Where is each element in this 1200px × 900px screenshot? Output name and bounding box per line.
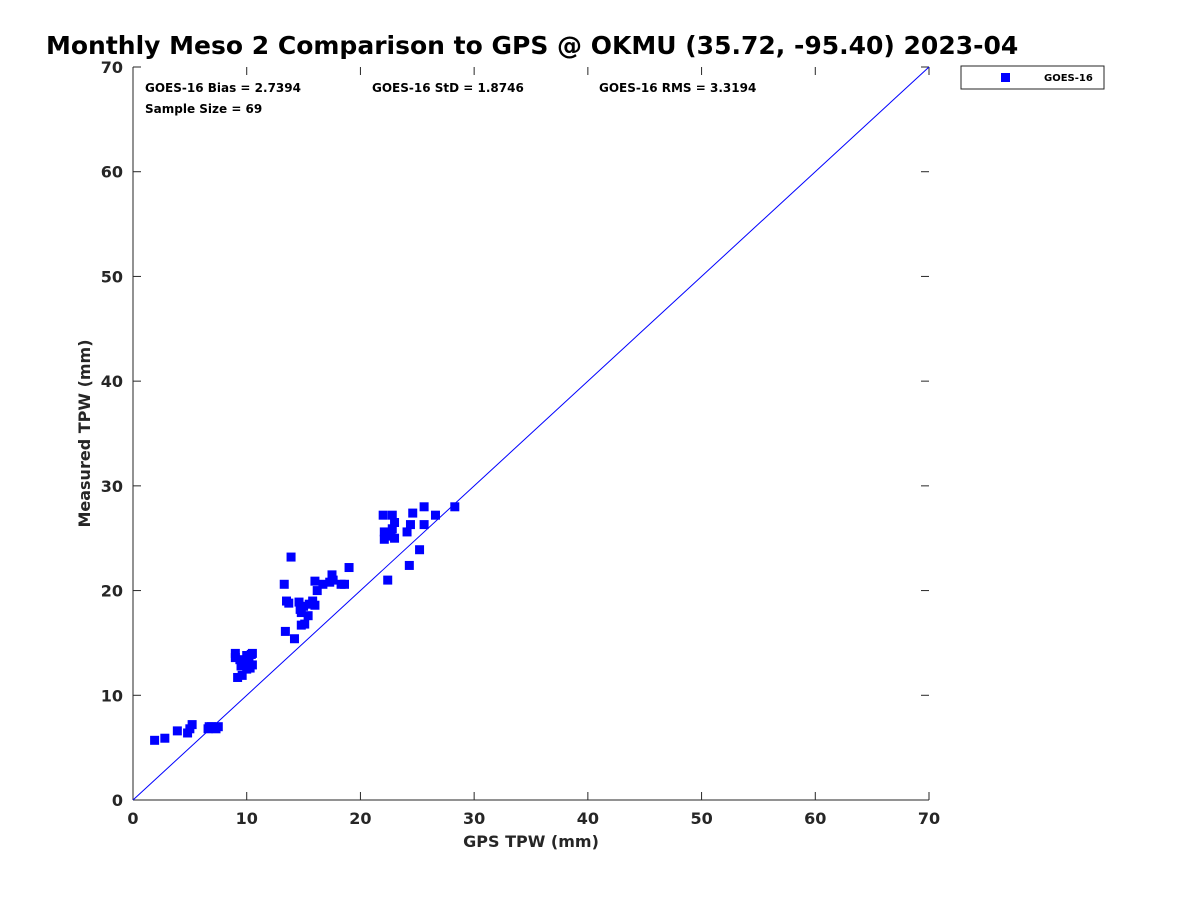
y-tick-label: 50	[101, 267, 123, 286]
data-point	[390, 518, 400, 528]
x-tick-label: 20	[349, 809, 371, 828]
y-tick-label: 20	[101, 582, 123, 601]
data-point	[310, 600, 320, 610]
legend: GOES-16	[960, 65, 1105, 90]
data-point	[289, 634, 299, 644]
y-tick-label: 40	[101, 372, 123, 391]
data-point	[318, 579, 328, 589]
data-point	[387, 524, 397, 534]
one-to-one-reference-line	[132, 66, 930, 801]
y-tick-label: 10	[101, 686, 123, 705]
data-point	[340, 579, 350, 589]
data-point	[160, 733, 170, 743]
data-point	[390, 533, 400, 543]
y-tick-label: 60	[101, 163, 123, 182]
legend-marker-square	[1001, 73, 1010, 82]
x-tick-label: 30	[463, 809, 485, 828]
data-point	[187, 720, 197, 730]
data-point	[296, 608, 306, 618]
data-point	[379, 527, 389, 537]
x-tick-label: 70	[918, 809, 940, 828]
data-point	[299, 601, 309, 611]
data-point	[150, 735, 160, 745]
one-to-one-line	[132, 66, 930, 801]
data-point	[310, 576, 320, 586]
data-point	[344, 563, 354, 573]
data-point	[237, 670, 247, 680]
stat-sample-size: Sample Size = 69	[145, 102, 262, 116]
data-point	[378, 510, 388, 520]
data-point	[242, 650, 252, 660]
data-point	[383, 575, 393, 585]
data-point	[172, 726, 182, 736]
axes	[132, 67, 929, 801]
data-point	[213, 722, 223, 732]
x-ticks: 0 10 20 30 40 50 60 70	[127, 67, 940, 828]
data-point	[450, 502, 460, 512]
x-tick-label: 50	[690, 809, 712, 828]
data-point	[303, 611, 313, 621]
y-axis-label: Measured TPW (mm)	[75, 339, 94, 527]
data-point	[408, 508, 418, 518]
data-points	[150, 502, 460, 745]
data-point	[294, 597, 304, 607]
data-point	[284, 598, 294, 608]
y-tick-label: 0	[112, 791, 123, 810]
data-point	[415, 545, 425, 555]
data-point	[402, 527, 412, 537]
data-point	[230, 648, 240, 658]
data-point	[312, 586, 322, 596]
data-point	[300, 619, 310, 629]
legend-box	[960, 65, 1105, 90]
data-point	[405, 520, 415, 530]
stat-rms: GOES-16 RMS = 3.3194	[599, 81, 756, 95]
data-point	[404, 560, 414, 570]
legend-label: GOES-16	[1044, 73, 1093, 84]
data-point	[328, 575, 338, 585]
y-ticks: 0 10 20 30 40 50 60 70	[101, 58, 929, 810]
data-point	[419, 520, 429, 530]
x-tick-label: 0	[127, 809, 138, 828]
data-point	[379, 534, 389, 544]
y-tick-label: 30	[101, 477, 123, 496]
data-point	[419, 502, 429, 512]
data-point	[327, 570, 337, 580]
data-point	[247, 660, 257, 670]
data-point	[286, 552, 296, 562]
x-tick-label: 60	[804, 809, 826, 828]
stat-std: GOES-16 StD = 1.8746	[372, 81, 524, 95]
data-point	[233, 672, 243, 682]
x-axis-label: GPS TPW (mm)	[463, 832, 599, 851]
data-point	[235, 655, 245, 665]
x-tick-label: 40	[577, 809, 599, 828]
stat-bias: GOES-16 Bias = 2.7394	[145, 81, 301, 95]
data-point	[239, 659, 249, 669]
x-tick-label: 10	[236, 809, 258, 828]
data-point	[430, 510, 440, 520]
data-point	[387, 510, 397, 520]
data-point	[280, 626, 290, 636]
y-tick-label: 70	[101, 58, 123, 77]
data-point	[247, 648, 257, 658]
chart-title: Monthly Meso 2 Comparison to GPS @ OKMU …	[46, 31, 1018, 60]
data-point	[279, 579, 289, 589]
